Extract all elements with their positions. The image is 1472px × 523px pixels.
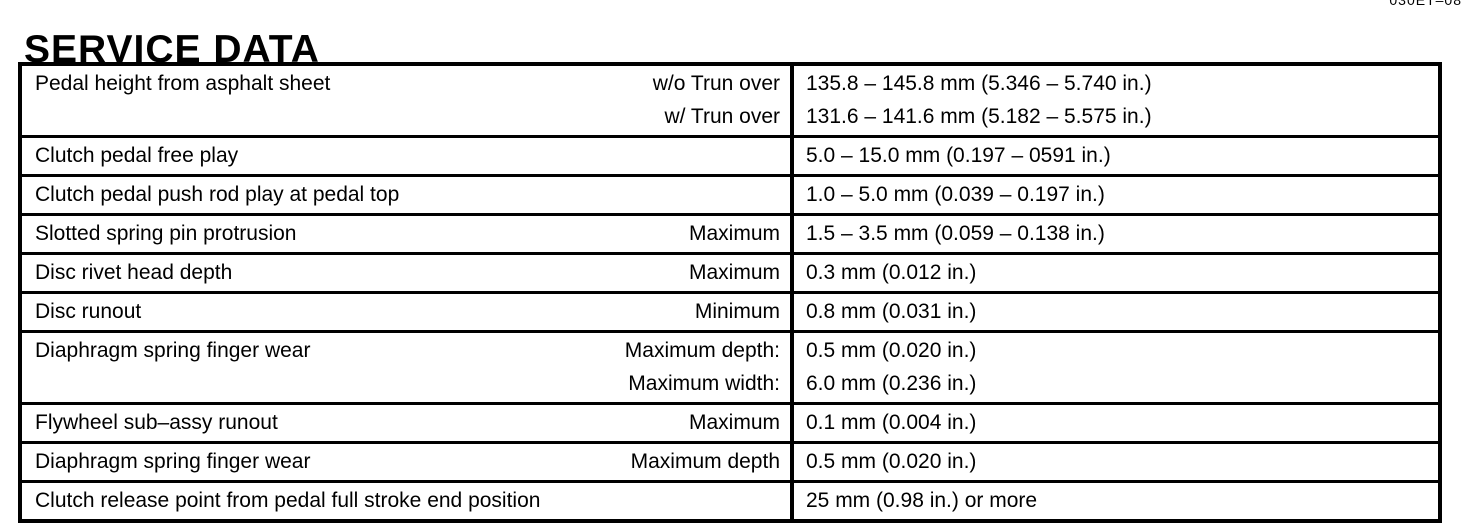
qualifier-column: Maximum depth xyxy=(631,445,780,478)
qualifier-column xyxy=(774,178,780,211)
table-row: Pedal height from asphalt sheet w/o Trun … xyxy=(22,66,1438,135)
table-row: Clutch release point from pedal full str… xyxy=(22,480,1438,519)
specification-value: 0.3 mm (0.012 in.) xyxy=(806,261,977,284)
item-label: Disc runout xyxy=(35,300,142,323)
qualifier-column: Minimum xyxy=(695,295,780,328)
value-cell: 1.0 – 5.0 mm (0.039 – 0.197 in.) xyxy=(790,177,1438,213)
qualifier-column: Maximum xyxy=(689,256,780,289)
item-label: Flywheel sub–assy runout xyxy=(35,411,278,434)
table-row: Flywheel sub–assy runout Maximum 0.1 mm (0… xyxy=(22,402,1438,441)
qualifier-column xyxy=(774,484,780,517)
item-label: Clutch release point from pedal full str… xyxy=(35,489,541,512)
qualifier-label: Maximum xyxy=(688,261,780,284)
item-cell: Clutch pedal free play xyxy=(22,138,790,174)
qualifier-label xyxy=(774,178,780,211)
item-label: Disc rivet head depth xyxy=(35,261,233,284)
item-label: Clutch pedal free play xyxy=(35,144,239,167)
value-cell: 0.8 mm (0.031 in.) xyxy=(790,294,1438,330)
specification-value: 1.0 – 5.0 mm (0.039 – 0.197 in.) xyxy=(806,183,1105,206)
specification-value: 1.5 – 3.5 mm (0.059 – 0.138 in.) xyxy=(806,222,1105,245)
table-row: Slotted spring pin protrusion Maximum 1.5 … xyxy=(22,213,1438,252)
item-cell: Diaphragm spring finger wear Maximum dept… xyxy=(22,444,790,480)
item-cell: Pedal height from asphalt sheet w/o Trun … xyxy=(22,66,790,135)
value-cell: 0.5 mm (0.020 in.) xyxy=(790,444,1438,480)
specification-value: 5.0 – 15.0 mm (0.197 – 0591 in.) xyxy=(806,144,1111,167)
item-cell: Disc runout Minimum xyxy=(22,294,790,330)
page-corner-code: 030ET–08 xyxy=(1389,0,1462,8)
value-cell: 135.8 – 145.8 mm (5.346 – 5.740 in.) 131.… xyxy=(790,66,1438,135)
qualifier-column xyxy=(774,139,780,172)
qualifier-column: w/o Trun over w/ Trun over xyxy=(653,67,780,133)
qualifier-label: w/o Trun over xyxy=(652,72,780,95)
specification-value: 0.5 mm (0.020 in.) xyxy=(806,450,977,473)
item-cell: Diaphragm spring finger wear Maximum dept… xyxy=(22,333,790,402)
table-row: Diaphragm spring finger wear Maximum dept… xyxy=(22,330,1438,402)
qualifier-column: Maximum xyxy=(689,217,780,250)
item-label: Diaphragm spring finger wear xyxy=(35,450,311,473)
specification-value: 25 mm (0.98 in.) or more xyxy=(806,489,1038,512)
value-cell: 0.5 mm (0.020 in.) 6.0 mm (0.236 in.) xyxy=(790,333,1438,402)
value-cell: 5.0 – 15.0 mm (0.197 – 0591 in.) xyxy=(790,138,1438,174)
qualifier-column: Maximum depth: Maximum width: xyxy=(625,334,780,400)
item-cell: Clutch pedal push rod play at pedal top xyxy=(22,177,790,213)
item-label: Pedal height from asphalt sheet xyxy=(35,72,331,95)
specification-value: 131.6 – 141.6 mm (5.182 – 5.575 in.) xyxy=(806,105,1152,128)
qualifier-label: Maximum width: xyxy=(628,372,780,395)
qualifier-label xyxy=(774,139,780,172)
value-cell: 0.3 mm (0.012 in.) xyxy=(790,255,1438,291)
specification-value: 0.5 mm (0.020 in.) xyxy=(806,339,977,362)
item-label: Clutch pedal push rod play at pedal top xyxy=(35,183,400,206)
qualifier-column: Maximum xyxy=(689,406,780,439)
value-cell: 0.1 mm (0.004 in.) xyxy=(790,405,1438,441)
item-cell: Flywheel sub–assy runout Maximum xyxy=(22,405,790,441)
qualifier-label: Maximum depth xyxy=(630,450,780,473)
item-label: Slotted spring pin protrusion xyxy=(35,222,297,245)
value-cell: 1.5 – 3.5 mm (0.059 – 0.138 in.) xyxy=(790,216,1438,252)
qualifier-label: Maximum depth: xyxy=(624,339,780,362)
specification-value: 0.8 mm (0.031 in.) xyxy=(806,300,977,323)
specification-value: 0.1 mm (0.004 in.) xyxy=(806,411,977,434)
qualifier-label xyxy=(774,484,780,517)
value-cell: 25 mm (0.98 in.) or more xyxy=(790,483,1438,519)
item-label: Diaphragm spring finger wear xyxy=(35,339,311,362)
specification-value: 6.0 mm (0.236 in.) xyxy=(806,372,977,395)
qualifier-label: Maximum xyxy=(688,222,780,245)
table-row: Disc rivet head depth Maximum 0.3 mm (0.01… xyxy=(22,252,1438,291)
item-cell: Clutch release point from pedal full str… xyxy=(22,483,790,519)
specification-value: 135.8 – 145.8 mm (5.346 – 5.740 in.) xyxy=(806,72,1152,95)
table-row: Diaphragm spring finger wear Maximum dept… xyxy=(22,441,1438,480)
table-row: Disc runout Minimum 0.8 mm (0.031 in.) xyxy=(22,291,1438,330)
item-cell: Disc rivet head depth Maximum xyxy=(22,255,790,291)
service-data-table: Pedal height from asphalt sheet w/o Trun … xyxy=(18,62,1442,523)
qualifier-label: w/ Trun over xyxy=(664,105,780,128)
table-row: Clutch pedal push rod play at pedal top … xyxy=(22,174,1438,213)
qualifier-label: Maximum xyxy=(688,411,780,434)
item-cell: Slotted spring pin protrusion Maximum xyxy=(22,216,790,252)
qualifier-label: Minimum xyxy=(694,300,780,323)
table-row: Clutch pedal free play 5.0 – 15.0 mm (0.… xyxy=(22,135,1438,174)
